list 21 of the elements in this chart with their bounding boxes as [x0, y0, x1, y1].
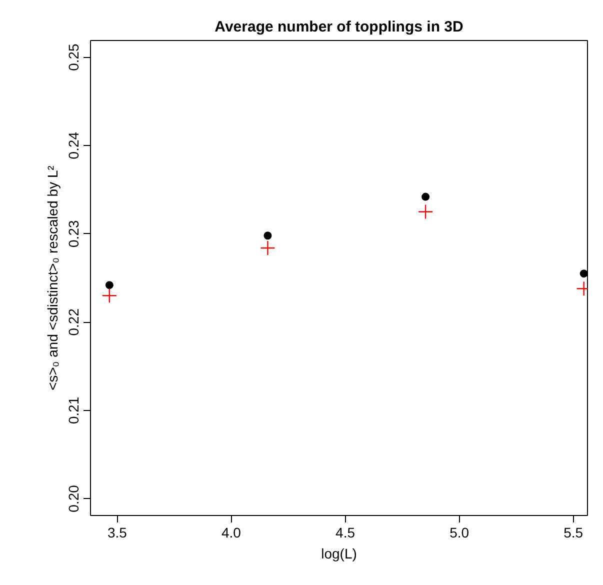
x-tick-label: 5.0	[450, 524, 470, 540]
point	[105, 281, 114, 290]
x-tick-label: 4.5	[336, 524, 356, 540]
y-tick-label: 0.25	[66, 43, 82, 71]
point	[264, 232, 272, 240]
point	[422, 192, 430, 201]
point	[418, 204, 434, 220]
y-tick-label: 0.23	[66, 220, 82, 248]
x-tick-label: 5.5	[564, 524, 584, 540]
point	[260, 240, 276, 256]
y-tick-label: 0.22	[66, 308, 82, 336]
x-tick-label: 4.0	[222, 524, 242, 540]
y-axis-title: <s>₀ and <sdistinct>₀ rescaled by L²	[44, 165, 60, 390]
y-tick-label: 0.24	[66, 132, 82, 160]
x-axis-title: log(L)	[321, 546, 357, 562]
chart-title: Average number of topplings in 3D	[214, 18, 464, 36]
y-tick-label: 0.21	[66, 396, 82, 424]
point	[580, 270, 588, 278]
x-tick-label: 3.5	[107, 524, 128, 540]
y-tick-label: 0.20	[66, 484, 82, 512]
point	[102, 288, 118, 304]
